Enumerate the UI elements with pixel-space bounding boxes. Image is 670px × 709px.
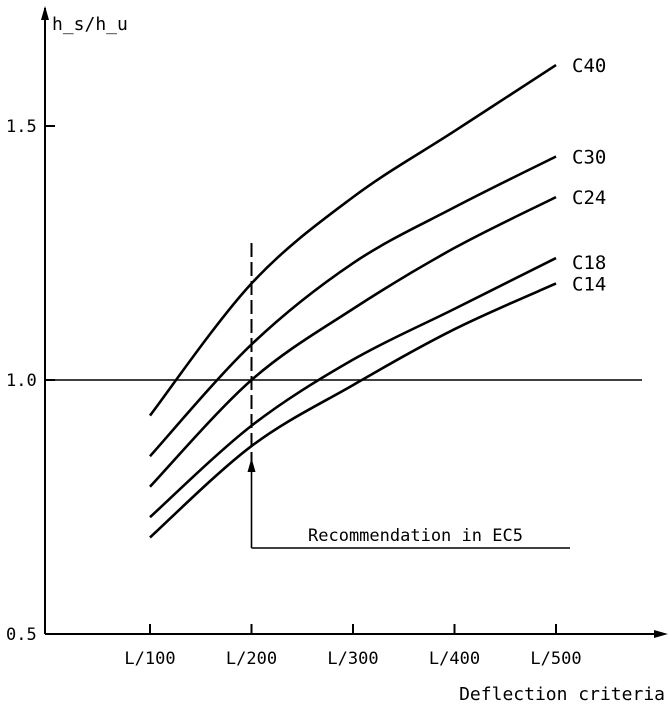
x-tick-label: L/500 xyxy=(530,649,581,669)
y-tick-label: 1.0 xyxy=(6,371,37,391)
recommendation-label: Recommendation in EC5 xyxy=(308,526,523,546)
axes: h_s/h_u Deflection criteria xyxy=(41,6,668,705)
series-line-c14 xyxy=(149,282,557,539)
series-label-c30: C30 xyxy=(572,146,606,168)
x-axis-arrow xyxy=(654,630,668,638)
y-tick-label: 0.5 xyxy=(6,625,37,645)
series-label-c24: C24 xyxy=(572,187,606,209)
y-tick-label: 1.5 xyxy=(6,117,37,137)
series-line-c18 xyxy=(149,256,557,519)
y-ticks: 0.5 1.0 1.5 xyxy=(6,117,55,645)
y-axis-title: h_s/h_u xyxy=(52,14,128,35)
x-ticks: L/100 L/200 L/300 L/400 L/500 xyxy=(124,624,582,669)
x-tick-label: L/400 xyxy=(429,649,480,669)
series-label-c14: C14 xyxy=(572,273,606,295)
x-tick-label: L/100 xyxy=(124,649,175,669)
x-tick-label: L/300 xyxy=(327,649,378,669)
series-label-c40: C40 xyxy=(572,55,606,77)
series-line-c30 xyxy=(149,155,557,458)
series-line-c40 xyxy=(148,63,557,417)
y-axis-arrow xyxy=(41,6,49,20)
series-label-c18: C18 xyxy=(572,252,606,274)
x-axis-title: Deflection criteria xyxy=(459,684,665,705)
series-line-c24 xyxy=(149,195,557,488)
x-tick-label: L/200 xyxy=(226,649,277,669)
recommendation-arrow xyxy=(247,458,256,472)
recommendation-group: Recommendation in EC5 xyxy=(247,243,570,549)
